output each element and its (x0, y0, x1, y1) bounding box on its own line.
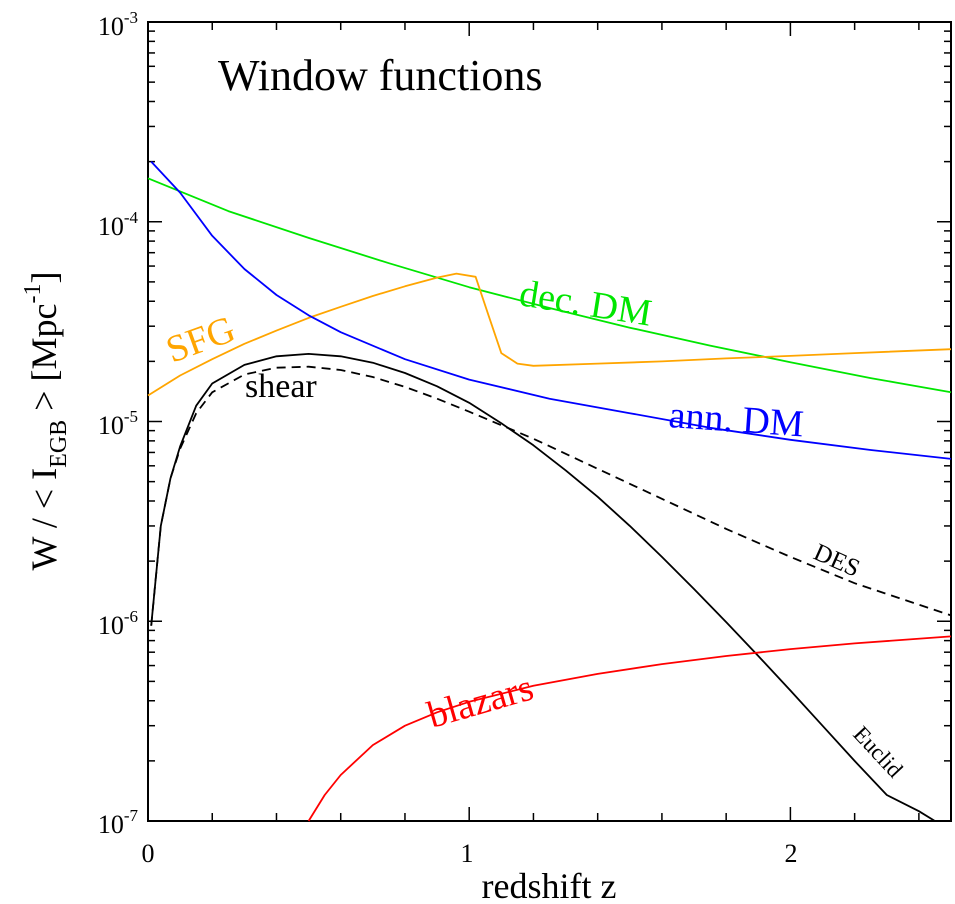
series-des (150, 365, 952, 626)
x-axis-label: redshift z (482, 866, 617, 904)
plot-frame (147, 21, 952, 822)
x-tick-label-2: 2 (785, 839, 798, 868)
series-sfg (147, 272, 952, 397)
y-tick-label-1e-4: 10-4 (98, 208, 139, 241)
x-tick-label-0: 0 (142, 839, 155, 868)
series-dec-dm (147, 177, 952, 394)
series-euclid (150, 352, 936, 822)
label-sfg: SFG (161, 308, 241, 371)
series-blazars (307, 635, 952, 822)
label-shear: shear (245, 368, 317, 405)
series-ann-dm (150, 160, 952, 460)
series-curves (147, 160, 952, 822)
y-axis-label: W / < IEGB > [Mpc-1] (20, 272, 72, 571)
y-tick-label-1e-5: 10-5 (98, 407, 138, 440)
label-ann-dm: ann. DM (667, 394, 805, 445)
chart-title: Window functions (218, 51, 543, 100)
x-tick-label-1: 1 (461, 839, 474, 868)
label-blazars: blazars (423, 667, 538, 737)
axis-ticks (147, 21, 951, 822)
label-euclid: Euclid (848, 721, 908, 782)
y-tick-label-1e-3: 10-3 (98, 8, 138, 41)
label-dec-dm: dec. DM (517, 272, 655, 334)
y-tick-label-1e-6: 10-6 (98, 607, 138, 640)
y-tick-label-1e-7: 10-7 (98, 806, 139, 839)
